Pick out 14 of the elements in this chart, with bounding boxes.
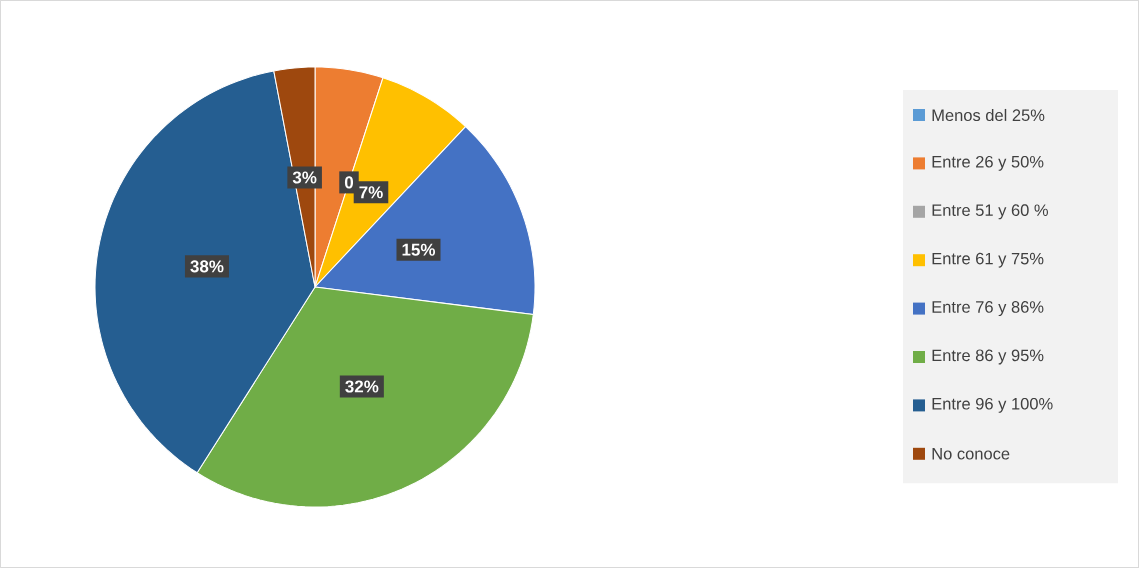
legend-label: Entre 61 y 75%: [932, 252, 1044, 268]
legend-label: Entre 26 y 50%: [932, 155, 1044, 171]
data-label: 7%: [359, 186, 383, 199]
legend-label: Entre 86 y 95%: [932, 349, 1044, 365]
data-label: 15%: [402, 243, 436, 256]
legend-label: Entre 51 y 60 %: [932, 204, 1049, 220]
text: 0: [344, 176, 354, 189]
legend-label: No conoce: [932, 448, 1010, 460]
data-label: 3%: [292, 171, 317, 184]
data-label: 38%: [190, 260, 224, 273]
legend-label: Menos del 25%: [932, 108, 1045, 122]
legend-label: Entre 76 y 86%: [932, 301, 1044, 317]
data-label: 32%: [345, 380, 379, 393]
legend-label: Entre 96 y 100%: [932, 397, 1053, 413]
